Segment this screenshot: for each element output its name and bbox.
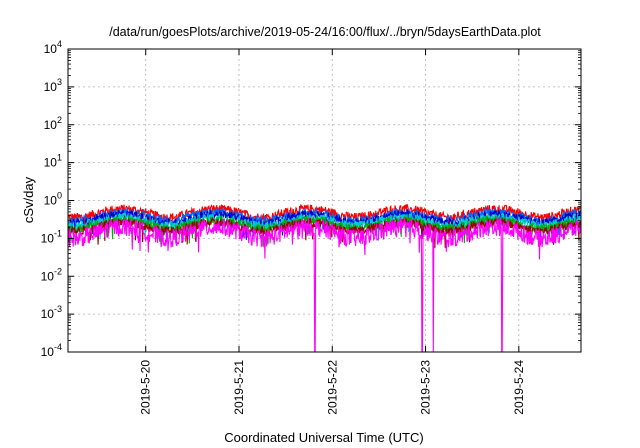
plot-frame — [67, 48, 582, 353]
series-layer — [67, 204, 582, 353]
x-tick-label: 2019-5-20 — [139, 360, 153, 415]
x-tick-label: 2019-5-22 — [325, 360, 339, 415]
x-tick-label: 2019-5-23 — [419, 360, 433, 415]
y-tick-label: 104 — [44, 39, 62, 56]
y-tick-label: 102 — [44, 115, 62, 132]
series-line — [67, 217, 582, 353]
x-axis-label: Coordinated Universal Time (UTC) — [224, 430, 423, 445]
y-tick-label: 10-3 — [41, 304, 62, 321]
ticks: 10-4 10-3 10-2 10-1 100 101 102 103 104 2019-5-20… — [41, 39, 581, 415]
y-tick-label: 10-1 — [41, 228, 62, 245]
y-axis-label: cSv/day — [21, 176, 36, 223]
x-tick-label: 2019-5-21 — [232, 360, 246, 415]
y-tick-label: 101 — [44, 153, 62, 170]
chart-title: /data/run/goesPlots/archive/2019-05-24/1… — [109, 25, 541, 39]
y-tick-label: 10-2 — [41, 266, 62, 283]
grid — [68, 49, 581, 352]
y-tick-label: 103 — [44, 77, 62, 94]
series-line — [67, 204, 582, 237]
x-tick-label: 2019-5-24 — [512, 360, 526, 415]
y-tick-label: 10-4 — [41, 342, 62, 359]
y-tick-label: 100 — [44, 191, 62, 208]
